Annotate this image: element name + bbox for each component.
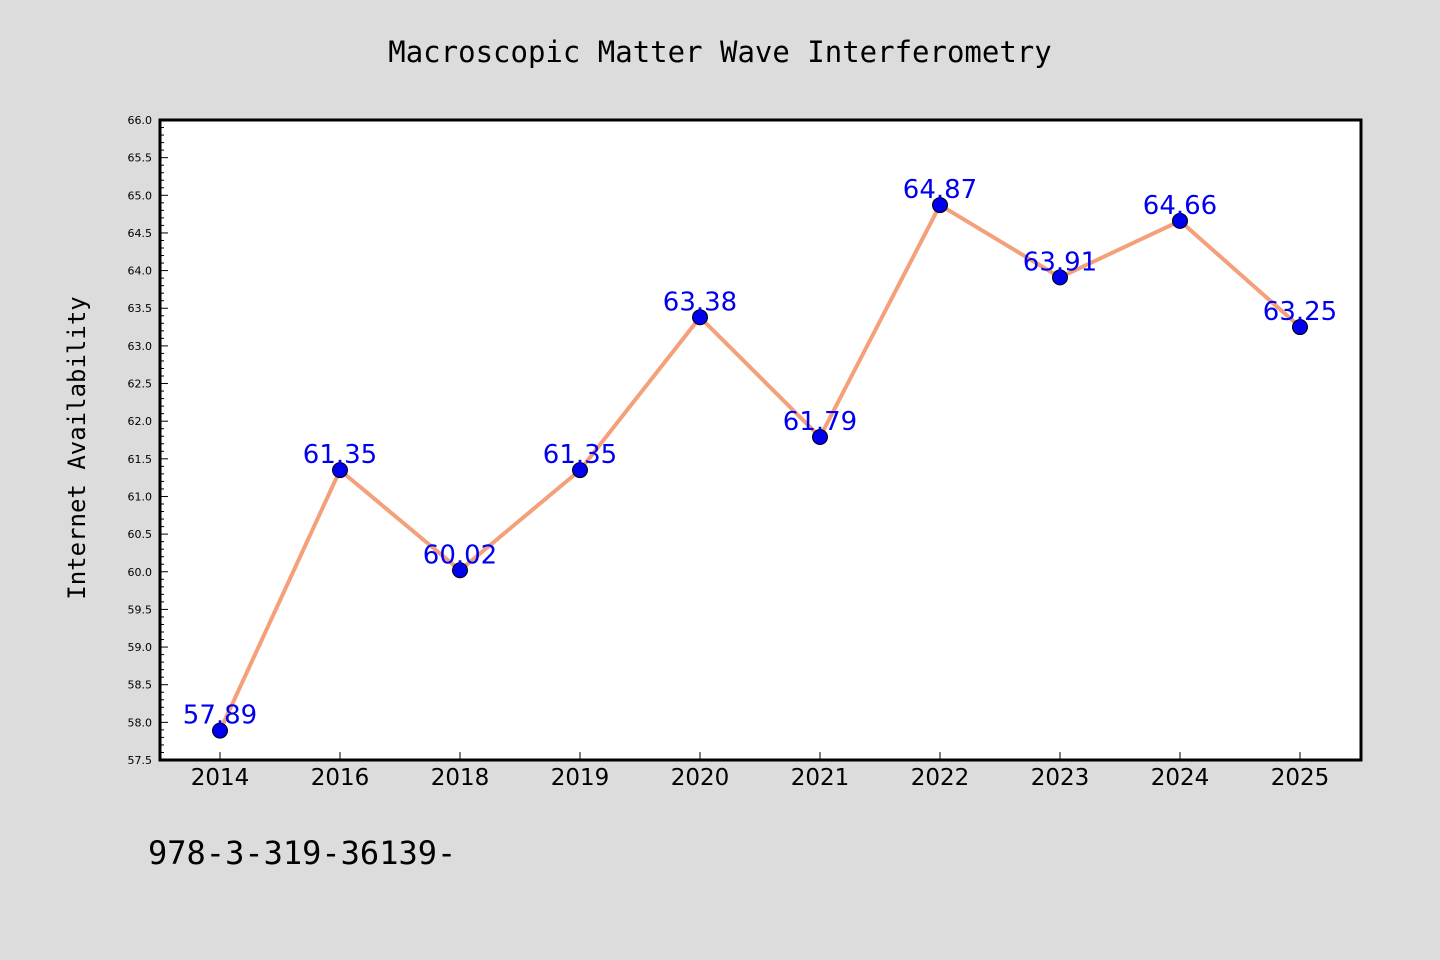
- y-tick-label: 62.0: [128, 415, 153, 428]
- series-lines: [218, 203, 1302, 732]
- x-tick-label: 2024: [1151, 765, 1210, 791]
- y-tick-label: 57.5: [128, 754, 153, 767]
- data-point: [452, 562, 468, 579]
- data-label: 60.02: [423, 540, 497, 570]
- y-tick-label: 58.0: [128, 716, 153, 729]
- plot-frame: [158, 118, 1363, 762]
- data-point: [1172, 212, 1188, 229]
- y-tick-label: 62.5: [128, 378, 153, 391]
- y-tick-label: 63.5: [128, 302, 153, 315]
- y-tick-label: 65.5: [128, 152, 153, 165]
- y-tick-label: 63.0: [128, 340, 153, 353]
- series-line: [218, 203, 1302, 732]
- data-point: [572, 462, 588, 479]
- x-tick-label: 2025: [1271, 765, 1330, 791]
- x-axis: 2014 2016 2018 2019 2020 2021 2022 2023 2024 2025: [191, 752, 1330, 791]
- y-axis: 57.5 58.0 58.5 59.0 59.5 60.0 60.5 61.0 61.5 62.0…: [128, 114, 168, 767]
- y-tick-label: 60.0: [128, 566, 153, 579]
- y-tick-label: 58.5: [128, 679, 153, 692]
- y-tick-label: 59.5: [128, 603, 153, 616]
- y-tick-label: 64.5: [128, 227, 153, 240]
- chart-title: Macroscopic Matter Wave Interferometry: [388, 35, 1051, 69]
- x-tick-label: 2020: [671, 765, 730, 791]
- x-tick-label: 2023: [1031, 765, 1090, 791]
- x-tick-label: 2022: [911, 765, 970, 791]
- data-label: 57.89: [183, 701, 257, 731]
- data-label: 61.79: [783, 407, 857, 437]
- y-axis-label: Internet Availability: [63, 296, 91, 599]
- data-point: [332, 462, 348, 479]
- data-point: [1052, 269, 1068, 286]
- data-label: 63.25: [1263, 297, 1337, 327]
- x-tick-label: 2021: [791, 765, 850, 791]
- footer-text: 978-3-319-36139-: [148, 834, 456, 872]
- data-label: 61.35: [303, 440, 377, 470]
- data-point: [692, 309, 708, 326]
- x-tick-label: 2014: [191, 765, 250, 791]
- y-tick-label: 65.0: [128, 189, 153, 202]
- y-tick-label: 66.0: [128, 114, 153, 127]
- x-tick-label: 2016: [311, 765, 370, 791]
- data-label: 63.38: [663, 287, 737, 317]
- data-points: [212, 197, 1308, 739]
- plot-area: [160, 120, 1361, 760]
- data-label: 64.66: [1143, 191, 1217, 221]
- y-tick-label: 61.0: [128, 490, 153, 503]
- x-tick-label: 2018: [431, 765, 490, 791]
- x-tick-label: 2019: [551, 765, 610, 791]
- data-label: 64.87: [903, 175, 977, 205]
- data-point: [812, 428, 828, 445]
- data-point: [1292, 319, 1308, 336]
- y-tick-label: 64.0: [128, 265, 153, 278]
- data-point: [212, 722, 228, 739]
- y-tick-label: 59.0: [128, 641, 153, 654]
- data-point: [932, 197, 948, 214]
- y-tick-label: 61.5: [128, 453, 153, 466]
- data-label: 61.35: [543, 440, 617, 470]
- data-label: 63.91: [1023, 247, 1097, 277]
- y-tick-label: 60.5: [128, 528, 153, 541]
- data-labels: 57.89 61.35 60.02 61.35 63.38 61.79 64.87 63.91…: [183, 175, 1337, 731]
